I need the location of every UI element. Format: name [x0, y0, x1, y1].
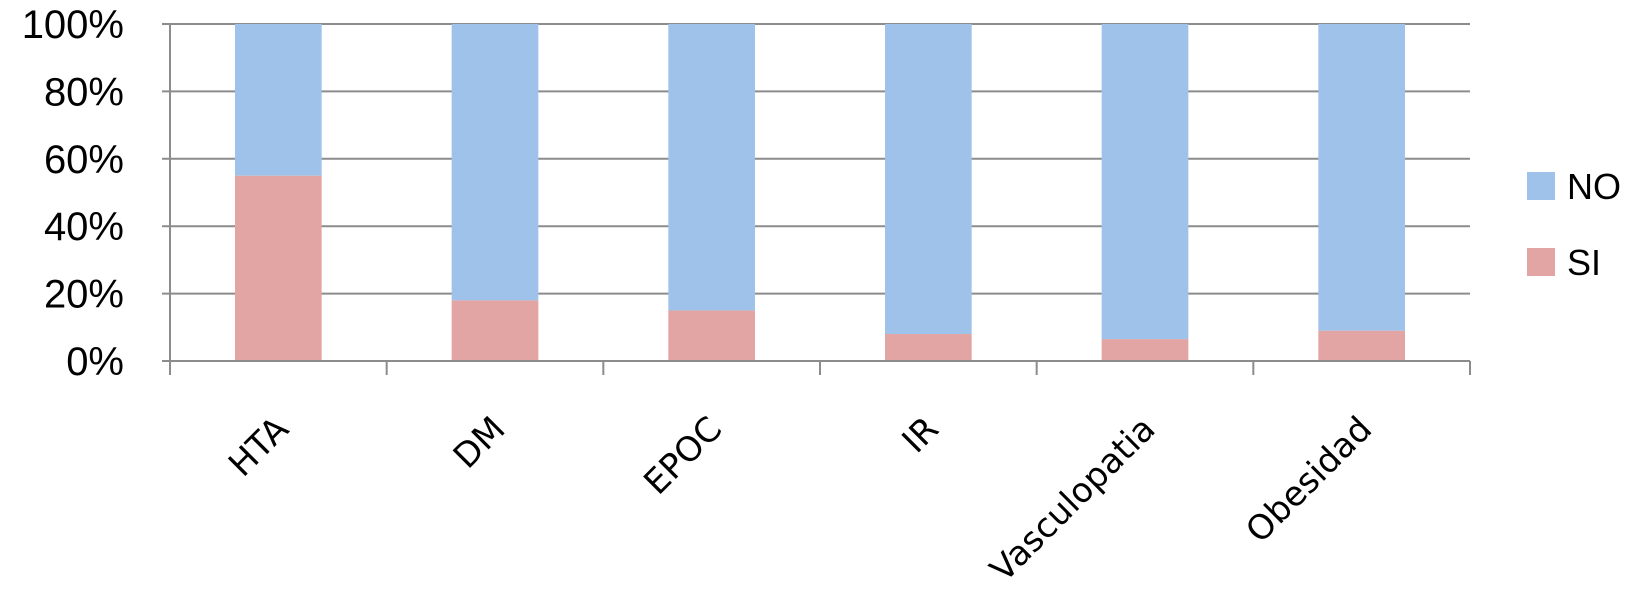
- x-tick-label: Obesidad: [1238, 409, 1380, 551]
- legend-label-si: SI: [1567, 242, 1601, 283]
- legend: NO SI: [1527, 166, 1621, 283]
- bar-si: [451, 300, 539, 361]
- y-tick-label: 60%: [44, 138, 124, 182]
- legend-swatch-no: [1527, 172, 1555, 200]
- y-tick-label: 0%: [66, 340, 124, 384]
- bar-no: [451, 24, 539, 301]
- bar-si: [1318, 330, 1405, 361]
- x-tick-label: DM: [446, 409, 514, 477]
- y-tick-label: 100%: [22, 3, 124, 47]
- x-tick-labels: HTA DM EPOC IR Vasculopatia Obesidad: [221, 409, 1380, 590]
- y-tick-labels: 0% 20% 40% 60% 80% 100%: [22, 3, 124, 384]
- bar-no: [1318, 24, 1405, 331]
- gridlines: [162, 23, 1470, 362]
- bar-no: [668, 24, 755, 311]
- y-tick-label: 40%: [44, 205, 124, 249]
- legend-label-no: NO: [1567, 166, 1621, 207]
- legend-swatch-si: [1527, 248, 1555, 276]
- x-tick-label: Vasculopatia: [983, 409, 1164, 590]
- bar-si: [668, 310, 755, 361]
- axes: [169, 24, 1471, 375]
- x-tick-label: IR: [895, 409, 947, 461]
- x-tick-label: HTA: [221, 409, 297, 485]
- bar-no: [1101, 24, 1189, 340]
- bar-no: [235, 24, 322, 176]
- bars: [235, 24, 1405, 361]
- y-tick-label: 80%: [44, 70, 124, 114]
- bar-si: [1101, 339, 1189, 361]
- bar-no: [885, 24, 972, 335]
- bar-si: [235, 175, 322, 361]
- y-tick-label: 20%: [44, 273, 124, 317]
- bar-si: [885, 334, 972, 361]
- x-tick-label: EPOC: [636, 409, 730, 503]
